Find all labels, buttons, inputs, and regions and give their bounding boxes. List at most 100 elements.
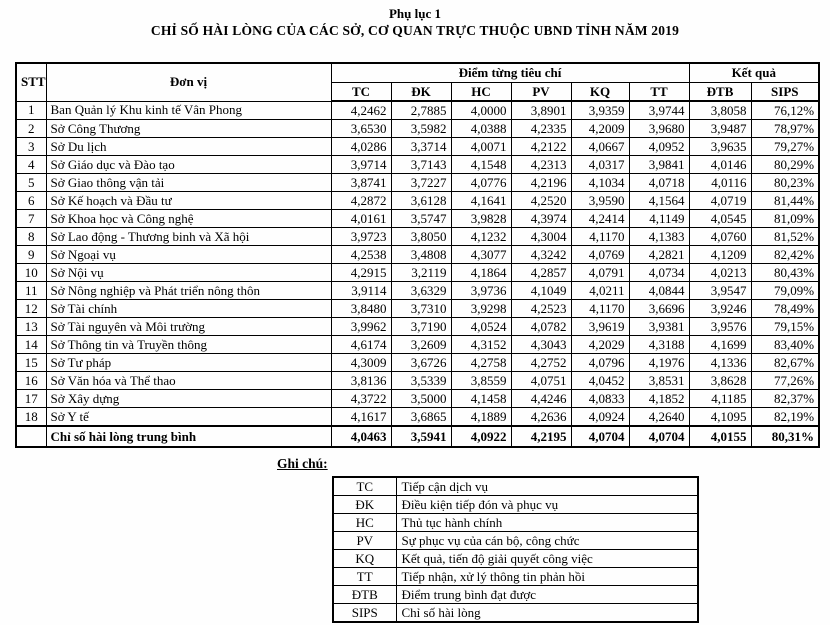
- tt-value-cell: 4,0718: [628, 173, 690, 192]
- table-row: 4 Sở Giáo dục và Đào tạo 3,9714 3,7143 4,154…: [15, 155, 820, 174]
- unit-name-cell: Sở Thông tin và Truyền thông: [45, 335, 332, 354]
- legend-row: PV Sự phục vụ của cán bộ, công chức: [332, 531, 699, 550]
- tc-value-cell: 4,2915: [330, 263, 392, 282]
- hc-value-cell: 4,0524: [450, 317, 512, 336]
- kq-value-cell: 4,1034: [570, 173, 630, 192]
- legend-abbr-cell: TC: [332, 476, 397, 496]
- tc-value-cell: 4,1617: [330, 407, 392, 427]
- unit-name-cell: Sở Giao thông vận tải: [45, 173, 332, 192]
- sips-value-cell: 79,27%: [750, 137, 820, 156]
- dk-value-cell: 3,3714: [390, 137, 452, 156]
- legend-row: ĐK Điều kiện tiếp đón và phục vụ: [332, 495, 699, 514]
- tc-value-cell: 3,9714: [330, 155, 392, 174]
- dk-value-cell: 2,7885: [390, 100, 452, 120]
- tc-value-cell: 4,0286: [330, 137, 392, 156]
- unit-name-cell: Sở Du lịch: [45, 137, 332, 156]
- legend-abbr-cell: KQ: [332, 549, 397, 568]
- table-row: 8 Sở Lao động - Thương binh và Xã hội 3,97…: [15, 227, 820, 246]
- dtb-value-cell: 4,0146: [688, 155, 752, 174]
- sips-value-cell: 82,19%: [750, 407, 820, 427]
- column-header-tt: TT: [628, 82, 690, 102]
- pv-value-cell: 4,2196: [510, 173, 572, 192]
- legend-row: TT Tiếp nhận, xử lý thông tin phản hồi: [332, 567, 699, 586]
- pv-value-cell: 4,0751: [510, 371, 572, 390]
- table-row: 14 Sở Thông tin và Truyền thông 4,6174 3,26…: [15, 335, 820, 354]
- sips-value-cell: 81,52%: [750, 227, 820, 246]
- summary-stt-cell: [15, 425, 47, 448]
- column-header-unit: Đơn vị: [45, 62, 332, 102]
- table-row: 1 Ban Quản lý Khu kinh tế Vân Phong 4,2462…: [15, 100, 820, 120]
- pv-value-cell: 4,2335: [510, 119, 572, 138]
- kq-value-cell: 4,0211: [570, 281, 630, 300]
- pv-value-cell: 4,3043: [510, 335, 572, 354]
- pv-value-cell: 4,2857: [510, 263, 572, 282]
- stt-value-cell: 12: [15, 299, 47, 318]
- sips-value-cell: 79,15%: [750, 317, 820, 336]
- stt-value-cell: 1: [15, 100, 47, 120]
- tc-value-cell: 3,8741: [330, 173, 392, 192]
- dtb-value-cell: 3,9487: [688, 119, 752, 138]
- dtb-value-cell: 4,0213: [688, 263, 752, 282]
- tc-value-cell: 4,2462: [330, 100, 392, 120]
- table-row: 11 Sở Nông nghiệp và Phát triển nông thôn…: [15, 281, 820, 300]
- tc-value-cell: 3,8480: [330, 299, 392, 318]
- tc-value-cell: 3,6530: [330, 119, 392, 138]
- dtb-value-cell: 3,9576: [688, 317, 752, 336]
- dk-value-cell: 3,6865: [390, 407, 452, 427]
- kq-value-cell: 4,0769: [570, 245, 630, 264]
- pv-value-cell: 4,2313: [510, 155, 572, 174]
- hc-value-cell: 3,9298: [450, 299, 512, 318]
- hc-value-cell: 3,8559: [450, 371, 512, 390]
- summary-sips-value: 80,31%: [750, 425, 820, 448]
- tt-value-cell: 4,0952: [628, 137, 690, 156]
- sips-value-cell: 80,29%: [750, 155, 820, 174]
- pv-value-cell: 4,4246: [510, 389, 572, 408]
- column-header-dtb: ĐTB: [688, 82, 752, 102]
- dtb-value-cell: 4,0545: [688, 209, 752, 228]
- dtb-value-cell: 4,0719: [688, 191, 752, 210]
- table-row: 15 Sở Tư pháp 4,3009 3,6726 4,2758 4,2752 4,07…: [15, 353, 820, 372]
- table-row: 16 Sở Văn hóa và Thể thao 3,8136 3,5339 3,85…: [15, 371, 820, 390]
- pv-value-cell: 3,8901: [510, 100, 572, 120]
- pv-value-cell: 4,0782: [510, 317, 572, 336]
- dk-value-cell: 3,5339: [390, 371, 452, 390]
- kq-value-cell: 4,2009: [570, 119, 630, 138]
- dk-value-cell: 3,8050: [390, 227, 452, 246]
- sips-value-cell: 80,23%: [750, 173, 820, 192]
- dtb-value-cell: 4,1699: [688, 335, 752, 354]
- stt-value-cell: 10: [15, 263, 47, 282]
- group-header-criteria: Điểm từng tiêu chí: [330, 62, 690, 83]
- kq-value-cell: 4,0924: [570, 407, 630, 427]
- unit-name-cell: Sở Nội vụ: [45, 263, 332, 282]
- legend-desc-cell: Kết quả, tiến độ giải quyết công việc: [395, 549, 699, 568]
- kq-value-cell: 3,9590: [570, 191, 630, 210]
- table-row: 13 Sở Tài nguyên và Môi trường 3,9962 3,719…: [15, 317, 820, 336]
- hc-value-cell: 4,0776: [450, 173, 512, 192]
- dk-value-cell: 3,5747: [390, 209, 452, 228]
- tt-value-cell: 3,9744: [628, 100, 690, 120]
- dtb-value-cell: 4,1336: [688, 353, 752, 372]
- main-table-body: 1 Ban Quản lý Khu kinh tế Vân Phong 4,2462…: [15, 100, 820, 427]
- dtb-value-cell: 3,9246: [688, 299, 752, 318]
- hc-value-cell: 4,1641: [450, 191, 512, 210]
- dk-value-cell: 3,2609: [390, 335, 452, 354]
- stt-value-cell: 5: [15, 173, 47, 192]
- tc-value-cell: 4,0161: [330, 209, 392, 228]
- hc-value-cell: 4,1864: [450, 263, 512, 282]
- legend-row: SIPS Chỉ số hài lòng: [332, 603, 699, 623]
- table-row: 17 Sở Xây dựng 4,3722 3,5000 4,1458 4,4246 4,0…: [15, 389, 820, 408]
- kq-value-cell: 4,0667: [570, 137, 630, 156]
- legend-abbr-cell: ĐK: [332, 495, 397, 514]
- column-header-pv: PV: [510, 82, 572, 102]
- table-row: 2 Sở Công Thương 3,6530 3,5982 4,0388 4,2335 4…: [15, 119, 820, 138]
- table-row: 12 Sở Tài chính 3,8480 3,7310 3,9298 4,2523 4,…: [15, 299, 820, 318]
- stt-value-cell: 15: [15, 353, 47, 372]
- unit-name-cell: Sở Xây dựng: [45, 389, 332, 408]
- tc-value-cell: 4,2538: [330, 245, 392, 264]
- dtb-value-cell: 3,8058: [688, 100, 752, 120]
- unit-name-cell: Ban Quản lý Khu kinh tế Vân Phong: [45, 100, 332, 120]
- hc-value-cell: 4,0388: [450, 119, 512, 138]
- tc-value-cell: 3,8136: [330, 371, 392, 390]
- sips-value-cell: 82,67%: [750, 353, 820, 372]
